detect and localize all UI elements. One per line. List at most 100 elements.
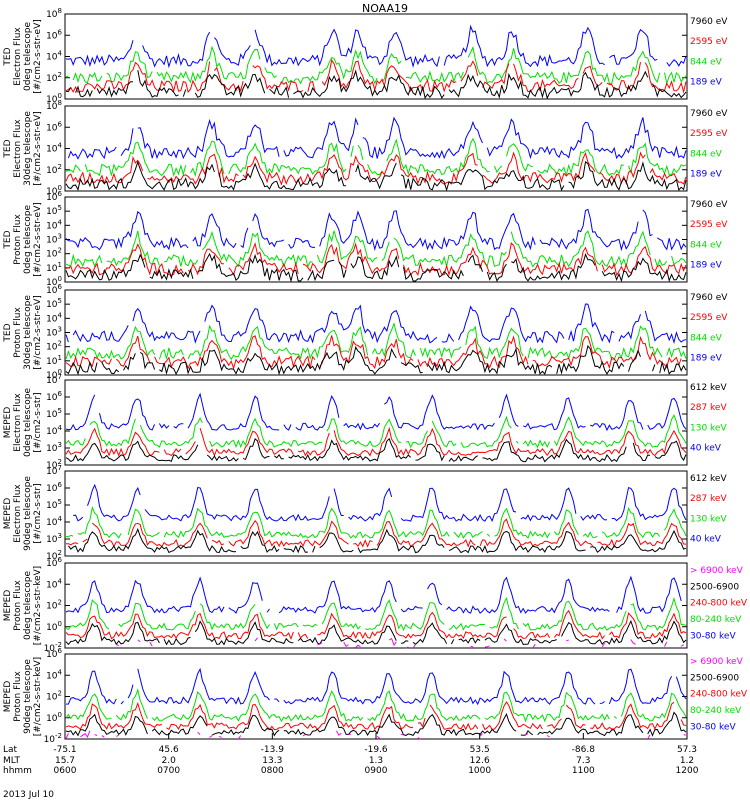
x-tick-label: 0800: [261, 766, 284, 776]
x-tick-label: 1.3: [369, 756, 383, 766]
y-axis-label: TEDElectron Flux30deg telescope[#/cm2-s-…: [3, 111, 43, 186]
y-tick-label: 106: [46, 120, 62, 133]
series-trace-blue: [65, 392, 687, 432]
x-tick-label: 1200: [676, 766, 699, 776]
legend-entry: > 6900 keV: [690, 657, 744, 667]
legend-entry: 844 eV: [690, 149, 723, 159]
legend-entry: 287 keV: [690, 494, 727, 504]
y-tick-label: 103: [46, 532, 62, 545]
figure-title: NOAA19: [362, 2, 408, 15]
series-trace-green: [65, 322, 687, 361]
series-trace-red: [65, 241, 687, 277]
legend-entry: 2595 eV: [690, 313, 728, 323]
y-axis-label: TEDProton Flux0deg telescope[#/cm2-s-str…: [3, 202, 43, 277]
x-tick-label: 7.3: [576, 756, 590, 766]
legend-entry: 80-240 keV: [690, 706, 742, 716]
series-trace-green: [65, 505, 687, 540]
x-tick-label: 53.5: [470, 745, 490, 755]
series-trace-black: [65, 344, 687, 376]
y-tick-label: 104: [46, 668, 62, 681]
x-tick-label: 12.6: [470, 756, 490, 766]
legend-entry: 189 eV: [690, 354, 723, 364]
y-tick-label: 106: [46, 481, 62, 494]
series-trace-red: [65, 701, 687, 731]
y-tick-label: 104: [46, 218, 62, 231]
series-trace-red: [66, 518, 687, 549]
legend-entry: 80-240 keV: [690, 615, 742, 625]
panel-frame: [64, 562, 688, 649]
x-tick-label: 1000: [468, 766, 491, 776]
legend-entry: 189 eV: [690, 170, 723, 180]
x-tick-label: 2.0: [162, 756, 177, 766]
y-tick-label: 108: [46, 7, 62, 20]
x-tick-label: 13.3: [262, 756, 282, 766]
series-trace-red: [65, 609, 687, 640]
y-tick-label: 102: [46, 340, 62, 353]
y-axis-label: MEPEDProton Flux0deg telescope[#/cm2-s-s…: [3, 566, 43, 645]
series-trace-black: [65, 252, 687, 283]
legend-entry: 30-80 keV: [690, 722, 736, 732]
x-tick-label: -19.6: [364, 745, 388, 755]
series-trace-blue: [67, 116, 687, 160]
legend-entry: 240-800 keV: [690, 690, 748, 700]
x-tick-label: 57.3: [677, 745, 697, 755]
legend-entry: 30-80 keV: [690, 631, 736, 641]
x-tick-label: 0900: [365, 766, 388, 776]
y-tick-label: 102: [46, 690, 62, 703]
y-tick-label: 100: [46, 620, 62, 633]
legend-entry: 130 keV: [690, 423, 727, 433]
y-tick-label: 106: [46, 390, 62, 403]
legend-entry: 7960 eV: [690, 17, 728, 27]
panel-frame: [64, 470, 688, 557]
legend-entry: 2595 eV: [690, 220, 728, 230]
legend-entry: 2500-6900: [690, 582, 739, 592]
series-trace-black: [65, 69, 687, 100]
x-tick-label: -75.1: [53, 745, 76, 755]
series-trace-black: [67, 527, 687, 554]
series-trace-green: [65, 414, 687, 449]
y-tick-label: 10-2: [44, 732, 62, 745]
series-trace-blue: [66, 577, 686, 613]
series-trace-magenta: [116, 637, 684, 649]
series-trace-green: [65, 688, 687, 723]
x-tick-label: 1.2: [680, 756, 694, 766]
legend-entry: 130 keV: [690, 514, 727, 524]
legend-entry: 240-800 keV: [690, 599, 748, 609]
y-tick-label: 102: [46, 163, 62, 176]
y-tick-label: 102: [46, 71, 62, 84]
series-trace-red: [65, 58, 687, 94]
series-trace-blue: [65, 303, 687, 345]
legend-entry: 844 eV: [690, 240, 723, 250]
y-axis-label: MEPEDProton Flux90deg telescope[#/cm2-s-…: [3, 657, 43, 736]
series-trace-green: [65, 230, 687, 269]
x-tick-label: -13.9: [261, 745, 285, 755]
series-trace-blue: [65, 24, 687, 69]
series-trace-green: [65, 596, 687, 632]
y-tick-label: 100: [46, 711, 62, 724]
y-tick-label: 101: [46, 354, 62, 367]
series-trace-blue: [73, 483, 687, 523]
legend-entry: 844 eV: [690, 333, 723, 343]
legend-entry: 40 keV: [690, 444, 722, 454]
x-tick-label: 0600: [54, 766, 77, 776]
legend-entry: 40 keV: [690, 535, 722, 545]
legend-entry: 189 eV: [690, 261, 723, 271]
series-trace-green: [65, 137, 687, 178]
legend-entry: 612 keV: [690, 474, 727, 484]
y-tick-label: 103: [46, 326, 62, 339]
legend-entry: > 6900 keV: [690, 566, 744, 576]
x-tick-label: -86.8: [572, 745, 596, 755]
y-axis-label: MEPEDElectron Flux0deg telescope[#/cm2-s…: [3, 388, 43, 458]
series-trace-black: [65, 160, 687, 192]
series-trace-black: [65, 711, 687, 737]
y-tick-label: 105: [46, 498, 62, 511]
y-tick-label: 102: [46, 599, 62, 612]
y-axis-label: TEDProton Flux30deg telescope[#/cm2-s-st…: [3, 295, 43, 370]
